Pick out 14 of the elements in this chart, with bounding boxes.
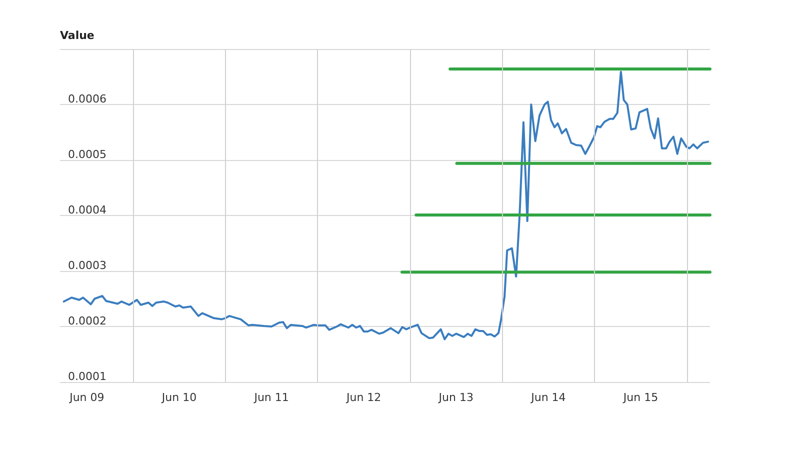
- x-tick-label: Jun 12: [346, 391, 382, 404]
- y-tick-label: 0.0006: [68, 92, 106, 106]
- x-tick-label: Jun 11: [253, 391, 289, 404]
- y-tick-label: 0.0005: [68, 148, 106, 161]
- y-axis-title: Value: [60, 29, 94, 42]
- y-tick-label: 0.0003: [68, 259, 106, 272]
- x-tick-label: Jun 13: [438, 391, 474, 404]
- x-tick-label: Jun 14: [530, 391, 566, 404]
- x-tick-label: Jun 10: [160, 391, 197, 404]
- y-tick-label: 0.0004: [68, 204, 106, 216]
- y-tick-label: 0.0002: [68, 314, 106, 328]
- x-tick-label: Jun 09: [68, 391, 104, 404]
- x-tick-label: Jun 15: [622, 391, 658, 404]
- y-tick-label: 0.0001: [68, 370, 106, 383]
